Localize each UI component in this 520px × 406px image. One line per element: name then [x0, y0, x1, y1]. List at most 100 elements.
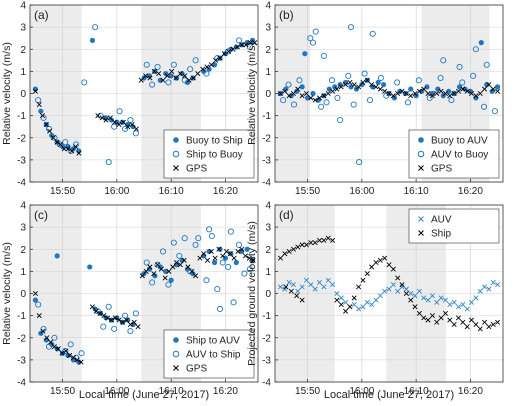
data-point — [250, 257, 256, 263]
data-point — [486, 324, 492, 330]
data-point — [181, 235, 188, 242]
data-point — [468, 90, 475, 97]
data-point — [330, 282, 336, 288]
data-point — [377, 74, 384, 82]
data-point — [32, 88, 38, 94]
data-point — [39, 113, 46, 119]
data-point — [429, 313, 435, 319]
data-point — [455, 315, 462, 321]
data-point — [181, 77, 188, 84]
data-point — [233, 259, 239, 266]
data-point — [173, 75, 179, 81]
data-point — [451, 90, 457, 97]
data-point — [312, 28, 319, 35]
data-point — [416, 310, 422, 316]
data-point — [320, 52, 327, 59]
panel-label: (a) — [34, 8, 49, 22]
y-axis-label: Projected ground velocity (m/s) — [246, 221, 258, 366]
y-tick-label: -4 — [17, 378, 26, 389]
data-point — [216, 246, 222, 252]
data-point — [359, 82, 365, 88]
data-point — [343, 308, 349, 314]
data-point — [97, 310, 103, 316]
data-point — [32, 290, 38, 297]
data-point — [460, 319, 466, 325]
panel-b: 15:50 16:00 16:10 16:20 -4 -3 -2 -1 0 1 2 3 4 Relativ… — [246, 1, 504, 197]
data-point — [211, 259, 218, 266]
data-point — [149, 279, 156, 286]
data-point — [356, 306, 362, 312]
data-point — [283, 86, 289, 92]
panel-label: (d) — [279, 208, 294, 222]
y-tick-label: -2 — [17, 333, 26, 344]
y-axis-label: Relative velocity (m/s) — [246, 42, 258, 145]
data-point — [65, 352, 71, 359]
data-point — [89, 304, 95, 310]
data-point — [177, 71, 183, 77]
data-point — [489, 88, 495, 94]
data-point — [447, 93, 453, 99]
data-point — [185, 264, 191, 270]
data-point — [89, 37, 96, 44]
data-point — [62, 139, 69, 146]
data-point — [421, 86, 427, 92]
data-point — [373, 260, 379, 266]
data-point — [343, 299, 349, 305]
data-point — [221, 51, 227, 57]
data-point — [201, 251, 207, 257]
legend-label: GPS — [431, 164, 452, 175]
data-point — [473, 321, 479, 327]
data-point — [447, 317, 453, 323]
data-point — [92, 24, 99, 31]
data-point — [51, 344, 57, 350]
data-point — [294, 88, 300, 94]
data-point — [416, 88, 422, 94]
legend: Buoy to AUV AUV to Buoy GPS — [408, 129, 500, 179]
data-point — [177, 262, 183, 268]
data-point — [290, 282, 296, 288]
data-point — [412, 304, 418, 310]
data-point — [486, 286, 492, 292]
data-point — [43, 121, 49, 127]
data-point — [111, 123, 118, 130]
data-point — [227, 251, 233, 257]
data-point — [382, 255, 388, 261]
data-point — [212, 255, 218, 261]
data-point — [277, 255, 283, 261]
data-point — [223, 248, 230, 254]
data-point — [165, 79, 172, 86]
data-point — [472, 46, 479, 53]
data-point — [200, 66, 206, 72]
data-point — [76, 150, 82, 156]
data-point — [295, 244, 301, 250]
data-point — [277, 90, 283, 97]
data-point — [459, 79, 466, 86]
data-point — [116, 317, 122, 323]
data-point — [338, 302, 344, 308]
x-tick-label: 16:00 — [104, 386, 129, 397]
data-point — [425, 90, 431, 97]
data-point — [132, 130, 139, 137]
legend-label: Ship to Buoy — [186, 150, 243, 161]
data-point — [67, 147, 74, 155]
y-tick-label: -3 — [262, 355, 271, 366]
data-point — [369, 302, 375, 308]
data-point — [286, 248, 292, 254]
y-tick-label: 3 — [265, 23, 271, 34]
data-point — [32, 297, 39, 303]
data-point — [308, 95, 314, 101]
data-point — [451, 321, 457, 327]
data-point — [143, 268, 149, 274]
data-point — [120, 319, 126, 325]
x-tick-label: 16:20 — [458, 386, 483, 397]
data-point — [243, 42, 249, 48]
data-point — [366, 97, 374, 104]
data-point — [399, 88, 405, 94]
data-point — [477, 90, 483, 97]
data-point — [403, 90, 409, 97]
data-point — [246, 266, 253, 273]
data-point — [73, 144, 79, 150]
data-point — [155, 262, 161, 268]
data-point — [203, 70, 210, 77]
data-point — [360, 304, 366, 310]
